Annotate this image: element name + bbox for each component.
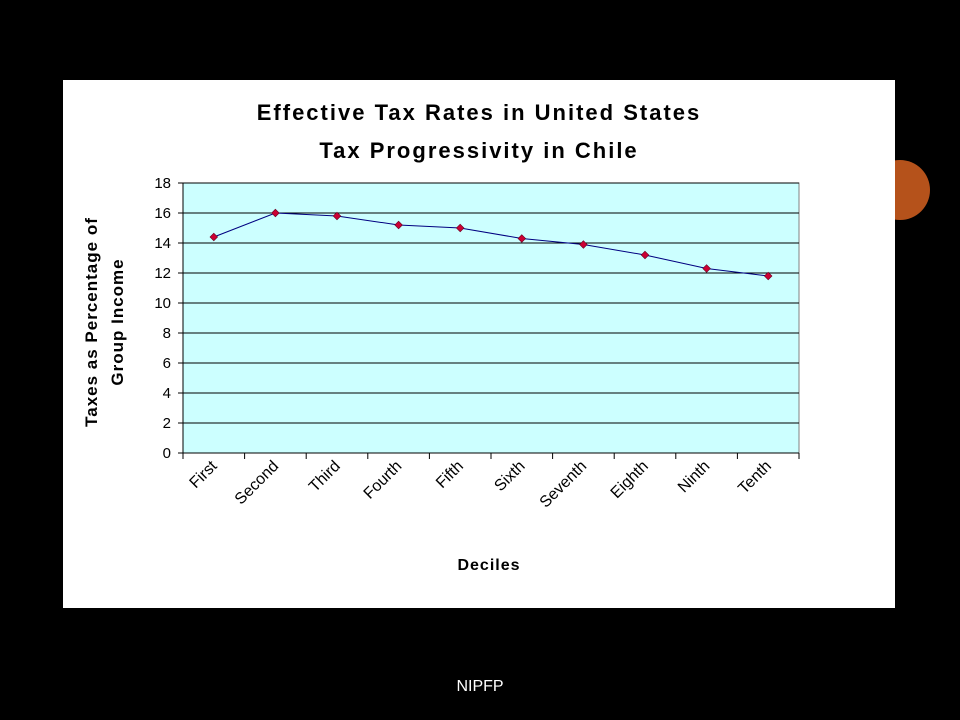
data-point-marker xyxy=(763,271,773,281)
y-tick-label: 18 xyxy=(154,175,171,192)
data-point-marker xyxy=(517,234,527,243)
y-tick-label: 0 xyxy=(163,445,171,462)
x-axis-ticks: First Second Third Fourth Fifth Sixth Seventh E… xyxy=(182,453,800,512)
x-tick-label: Tenth xyxy=(735,458,775,498)
data-point-marker xyxy=(394,220,403,230)
y-tick-label: 10 xyxy=(154,295,171,312)
y-tick-label: 6 xyxy=(163,355,171,372)
data-point-marker xyxy=(455,223,465,233)
series-line-path xyxy=(213,212,769,277)
y-axis-label-line1: Taxes as Percentage of xyxy=(82,217,101,427)
chart-panel: Effective Tax Rates in United States Tax… xyxy=(63,80,895,608)
y-tick-label: 8 xyxy=(163,325,171,342)
data-point-marker xyxy=(209,232,219,242)
x-tick-label: Fifth xyxy=(433,458,467,492)
x-tick-label: Seventh xyxy=(537,458,591,512)
chart-title: Effective Tax Rates in United States xyxy=(257,100,702,125)
series-markers xyxy=(209,208,773,281)
chart-subtitle: Tax Progressivity in Chile xyxy=(319,138,638,163)
data-point-marker xyxy=(640,250,650,260)
data-point-marker xyxy=(332,211,342,221)
y-tick-label: 14 xyxy=(154,235,171,252)
line-chart: Effective Tax Rates in United States Tax… xyxy=(82,100,800,574)
series-line xyxy=(213,212,769,277)
x-axis-label: Deciles xyxy=(457,557,520,574)
footer-label: NIPFP xyxy=(456,678,504,695)
plot-area xyxy=(182,182,800,454)
data-point-marker xyxy=(702,264,711,273)
y-tick-label: 16 xyxy=(154,205,171,222)
x-tick-label: Fourth xyxy=(361,458,406,503)
x-tick-label: Third xyxy=(306,458,344,496)
y-tick-label: 4 xyxy=(163,385,171,402)
data-point-marker xyxy=(271,208,280,218)
x-tick-label: Sixth xyxy=(491,458,528,495)
data-point-marker xyxy=(579,240,588,249)
y-tick-label: 12 xyxy=(154,265,171,282)
y-tick-label: 2 xyxy=(163,415,171,432)
x-tick-label: Eighth xyxy=(608,458,652,502)
x-tick-label: First xyxy=(187,457,221,491)
x-tick-label: Ninth xyxy=(675,458,713,496)
x-tick-label: Second xyxy=(232,458,282,508)
y-axis-label-line2: Group Income xyxy=(108,258,127,385)
